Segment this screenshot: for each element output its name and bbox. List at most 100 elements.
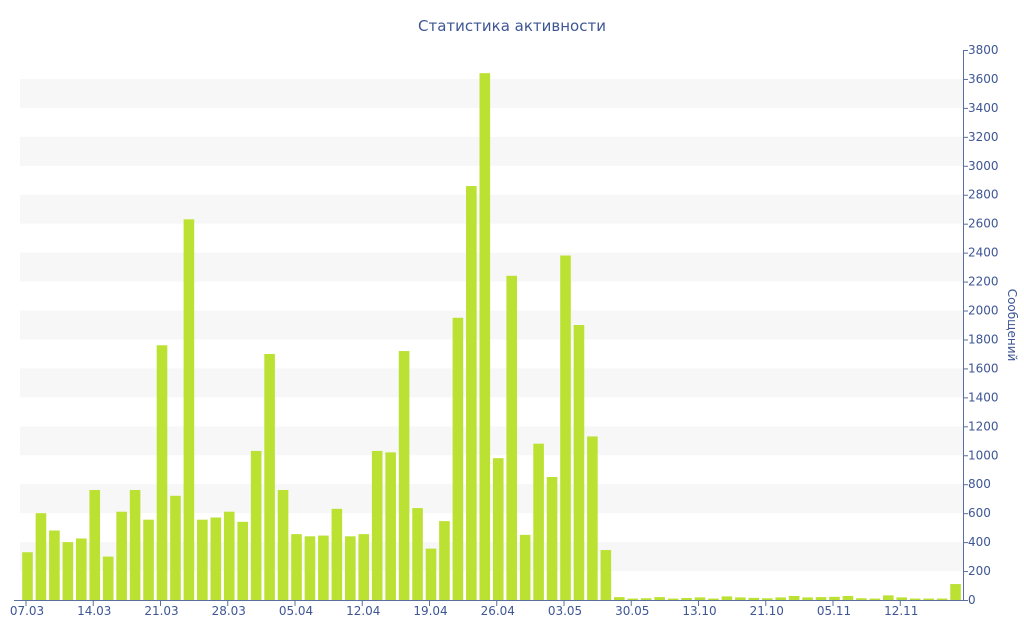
y-tick-label: 400: [968, 535, 991, 549]
y-tick-label: 600: [968, 506, 991, 520]
y-tick-label: 3600: [968, 72, 999, 86]
bar: [856, 598, 867, 600]
y-tick-label: 2200: [968, 275, 999, 289]
bar: [587, 436, 598, 600]
bar: [560, 255, 571, 601]
bar: [183, 219, 195, 600]
bar: [667, 598, 679, 600]
bar: [640, 598, 652, 600]
bar: [896, 597, 908, 600]
y-tick-label: 800: [968, 477, 991, 491]
bar: [923, 598, 934, 600]
bar: [842, 595, 854, 600]
bar: [735, 597, 746, 600]
y-tick-label: 1200: [968, 419, 999, 433]
bar: [62, 542, 74, 600]
bar: [331, 508, 343, 600]
bar: [89, 490, 101, 600]
bar: [506, 275, 517, 600]
bar: [573, 325, 585, 600]
bar: [439, 521, 450, 600]
bar: [614, 597, 625, 600]
y-tick-label: 3200: [968, 130, 999, 144]
bar: [197, 519, 208, 600]
y-tick-label: 2400: [968, 246, 999, 260]
y-tick-label: 2600: [968, 217, 999, 231]
y-tick-label: 1000: [968, 448, 999, 462]
bar: [883, 595, 894, 600]
bar: [371, 450, 383, 600]
bar: [412, 508, 423, 600]
bar: [802, 597, 813, 600]
grid-band: [20, 136, 963, 166]
grid-band: [20, 368, 963, 398]
bar: [775, 597, 786, 600]
bar: [358, 534, 370, 600]
x-tick-label: 12.04: [346, 604, 380, 618]
y-tick-label: 1800: [968, 332, 999, 346]
bar: [22, 552, 33, 600]
bar: [748, 597, 760, 600]
y-tick-label: 200: [968, 564, 991, 578]
y-tick-label: 3000: [968, 159, 999, 173]
bar: [210, 517, 222, 600]
bar: [546, 476, 558, 600]
bar: [49, 530, 60, 600]
x-tick-label: 21.10: [750, 604, 784, 618]
x-tick-label: 03.05: [548, 604, 582, 618]
bar: [264, 353, 275, 600]
bar: [237, 521, 248, 600]
bar: [869, 598, 881, 600]
bar: [479, 73, 491, 600]
grid-band: [20, 194, 963, 224]
bar: [35, 513, 47, 600]
bar: [102, 556, 114, 600]
x-tick-label: 05.11: [817, 604, 851, 618]
bar: [721, 596, 733, 600]
y-tick-label: 2800: [968, 188, 999, 202]
chart-title: Статистика активности: [418, 17, 606, 35]
x-tick-label: 12.11: [884, 604, 918, 618]
y-tick-label: 3800: [968, 43, 999, 57]
bar: [318, 535, 329, 600]
bar: [829, 596, 840, 600]
bar: [345, 536, 356, 600]
x-tick-label: 05.04: [279, 604, 313, 618]
bar: [129, 490, 141, 600]
bar: [519, 534, 531, 600]
x-tick-label: 07.03: [10, 604, 44, 618]
bar: [761, 598, 773, 600]
bar: [694, 597, 706, 600]
x-ticks-group: 07.03 14.03 21.03 28.03 05.04 12.04 19.04 26.04…: [10, 600, 918, 618]
bar: [304, 536, 316, 600]
bar: [909, 598, 921, 600]
bar: [950, 584, 961, 600]
bar: [385, 452, 396, 600]
x-tick-label: 19.04: [413, 604, 447, 618]
bar: [398, 351, 410, 600]
bar: [815, 597, 827, 600]
bar: [936, 598, 948, 600]
bar: [492, 458, 504, 600]
x-tick-label: 26.04: [481, 604, 515, 618]
grid-band: [20, 310, 963, 340]
bar: [156, 345, 168, 600]
bar: [170, 495, 181, 600]
y-ticks-group: 0 200 400 600 800 1000 1200 1400 1600 1800 2000 220…: [963, 43, 999, 607]
bar: [681, 597, 692, 600]
x-tick-label: 14.03: [77, 604, 111, 618]
bar: [425, 548, 437, 600]
grid-bands: [20, 78, 963, 572]
bar: [708, 598, 719, 600]
bar: [116, 511, 127, 600]
bar: [654, 597, 665, 600]
y-tick-label: 0: [968, 593, 976, 607]
bar: [627, 598, 639, 600]
grid-band: [20, 78, 963, 108]
bar: [277, 490, 289, 600]
bar: [466, 186, 477, 601]
x-tick-label: 21.03: [144, 604, 178, 618]
bar: [223, 511, 235, 600]
bar: [600, 550, 612, 600]
